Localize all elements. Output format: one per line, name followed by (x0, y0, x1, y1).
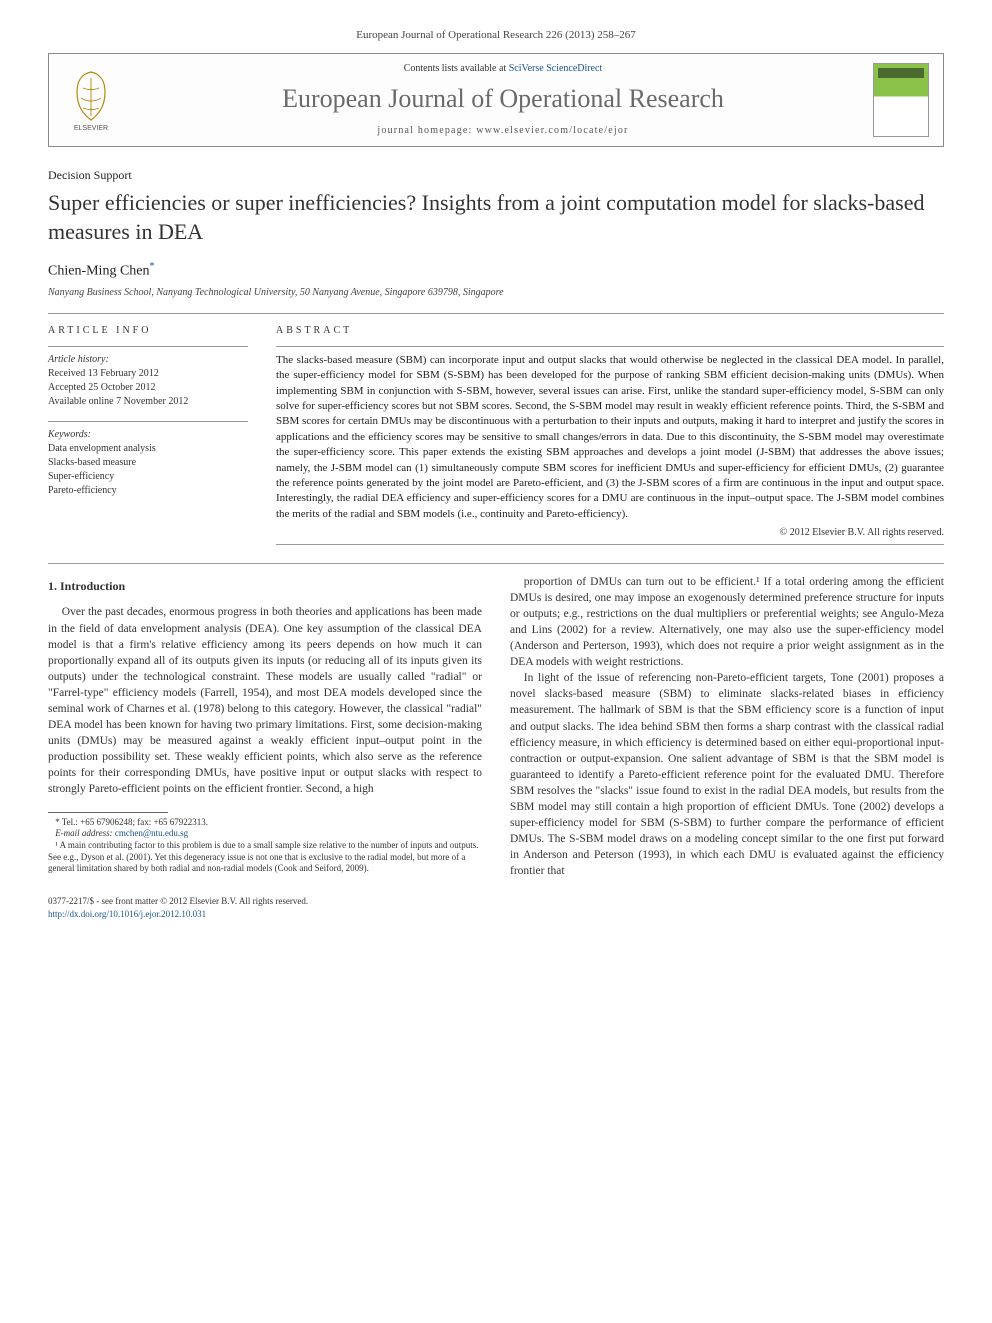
footnote-separator (48, 812, 168, 813)
section-heading-intro: 1. Introduction (48, 578, 482, 595)
author-text: Chien-Ming Chen (48, 264, 150, 279)
affiliation: Nanyang Business School, Nanyang Technol… (48, 286, 944, 300)
doi-link[interactable]: http://dx.doi.org/10.1016/j.ejor.2012.10… (48, 908, 308, 920)
abstract-copyright: © 2012 Elsevier B.V. All rights reserved… (276, 526, 944, 540)
accepted-date: Accepted 25 October 2012 (48, 381, 248, 395)
keyword-item: Data envelopment analysis (48, 442, 248, 456)
keywords-label: Keywords: (48, 428, 248, 442)
contents-prefix: Contents lists available at (404, 63, 509, 74)
keywords-block: Keywords: Data envelopment analysis Slac… (48, 421, 248, 498)
history-label: Article history: (48, 353, 248, 367)
footnote-1: ¹ A main contributing factor to this pro… (48, 840, 482, 875)
received-date: Received 13 February 2012 (48, 367, 248, 381)
keyword-item: Slacks-based measure (48, 456, 248, 470)
front-matter-line: 0377-2217/$ - see front matter © 2012 El… (48, 895, 308, 907)
corresponding-marker: * (150, 261, 155, 272)
abstract-text: The slacks-based measure (SBM) can incor… (276, 353, 944, 522)
bottom-left: 0377-2217/$ - see front matter © 2012 El… (48, 895, 308, 919)
corresponding-email: E-mail address: cmchen@ntu.edu.sg (48, 828, 482, 840)
journal-title: European Journal of Operational Research (133, 81, 873, 116)
homepage-line: journal homepage: www.elsevier.com/locat… (133, 124, 873, 138)
running-header: European Journal of Operational Research… (48, 28, 944, 43)
body-paragraph: Over the past decades, enormous progress… (48, 604, 482, 797)
info-abstract-section: ARTICLE INFO Article history: Received 1… (48, 324, 944, 544)
article-history: Article history: Received 13 February 20… (48, 346, 248, 409)
article-body: 1. Introduction Over the past decades, e… (48, 574, 944, 880)
contents-available-line: Contents lists available at SciVerse Sci… (133, 62, 873, 76)
masthead: ELSEVIER Contents lists available at Sci… (48, 53, 944, 147)
author-name: Chien-Ming Chen* (48, 260, 944, 282)
elsevier-text: ELSEVIER (74, 125, 108, 132)
homepage-url[interactable]: www.elsevier.com/locate/ejor (476, 125, 628, 136)
info-heading: ARTICLE INFO (48, 324, 248, 338)
journal-cover-thumb (873, 63, 929, 137)
elsevier-logo: ELSEVIER (63, 68, 119, 132)
article-title: Super efficiencies or super inefficienci… (48, 189, 944, 246)
abstract-column: ABSTRACT The slacks-based measure (SBM) … (276, 324, 944, 544)
divider (276, 346, 944, 347)
bottom-meta: 0377-2217/$ - see front matter © 2012 El… (48, 895, 944, 919)
online-date: Available online 7 November 2012 (48, 395, 248, 409)
email-link[interactable]: cmchen@ntu.edu.sg (115, 828, 188, 838)
body-paragraph: proportion of DMUs can turn out to be ef… (510, 574, 944, 671)
keyword-item: Pareto-efficiency (48, 484, 248, 498)
abstract-heading: ABSTRACT (276, 324, 944, 338)
section-label: Decision Support (48, 167, 944, 183)
body-paragraph: In light of the issue of referencing non… (510, 670, 944, 879)
footnotes: * Tel.: +65 67906248; fax: +65 67922313.… (48, 817, 482, 875)
homepage-prefix: journal homepage: (377, 125, 476, 136)
article-info-column: ARTICLE INFO Article history: Received 1… (48, 324, 248, 544)
keyword-item: Super-efficiency (48, 470, 248, 484)
sciencedirect-link[interactable]: SciVerse ScienceDirect (509, 63, 603, 74)
corresponding-tel: * Tel.: +65 67906248; fax: +65 67922313. (48, 817, 482, 829)
divider (48, 563, 944, 564)
masthead-center: Contents lists available at SciVerse Sci… (133, 62, 873, 138)
divider (276, 544, 944, 545)
divider (48, 313, 944, 314)
email-label: E-mail address: (55, 828, 115, 838)
